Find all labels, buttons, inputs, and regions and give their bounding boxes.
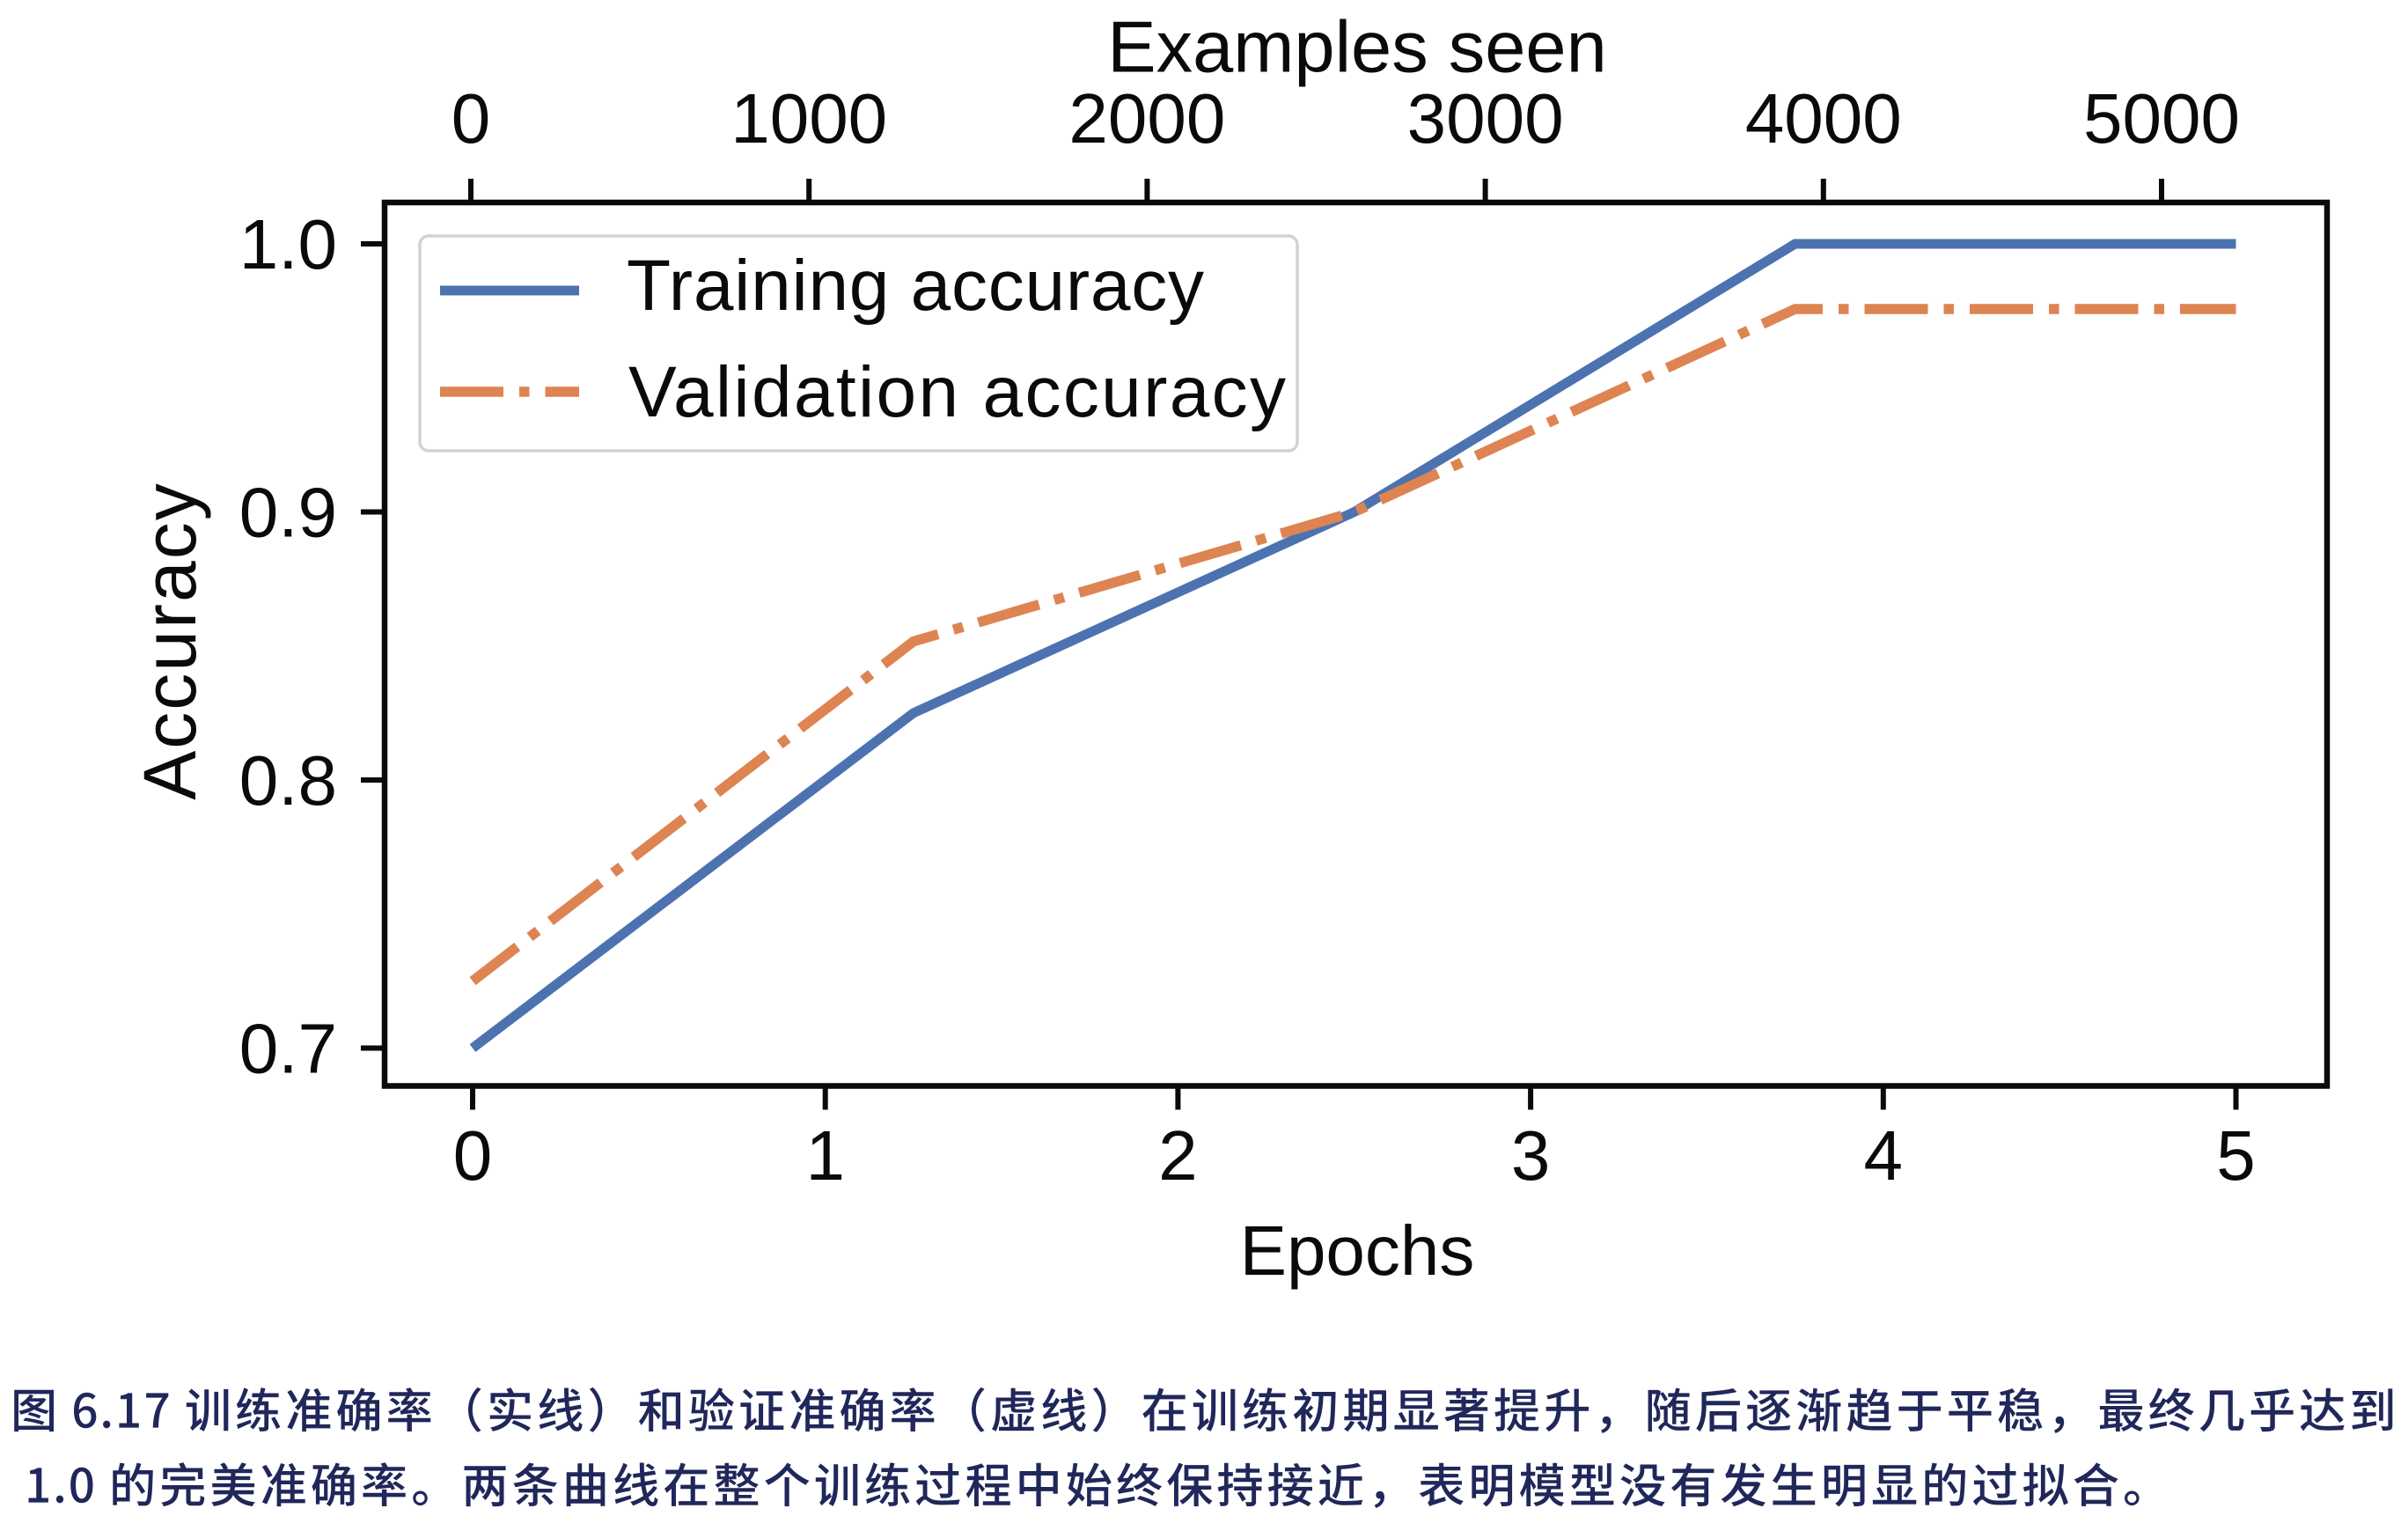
svg-text:1: 1 [805, 1116, 845, 1195]
svg-text:5000: 5000 [2083, 79, 2240, 158]
svg-text:3000: 3000 [1407, 79, 1564, 158]
svg-text:4: 4 [1864, 1116, 1904, 1195]
svg-text:Accuracy: Accuracy [128, 482, 211, 799]
svg-text:Validation accuracy: Validation accuracy [628, 352, 1286, 432]
svg-text:0.8: 0.8 [239, 741, 337, 820]
svg-text:3: 3 [1511, 1116, 1551, 1195]
svg-text:0: 0 [453, 1116, 493, 1195]
svg-text:0: 0 [452, 79, 491, 158]
svg-text:4000: 4000 [1745, 79, 1902, 158]
svg-text:2: 2 [1158, 1116, 1198, 1195]
svg-text:1.0: 1.0 [239, 205, 337, 283]
svg-text:0.7: 0.7 [239, 1010, 337, 1088]
svg-text:1000: 1000 [730, 79, 887, 158]
svg-text:5: 5 [2216, 1116, 2256, 1195]
svg-text:Training accuracy: Training accuracy [627, 246, 1204, 326]
svg-text:Examples seen: Examples seen [1107, 6, 1606, 88]
svg-text:0.9: 0.9 [239, 474, 337, 552]
svg-text:2000: 2000 [1068, 79, 1225, 158]
svg-text:Epochs: Epochs [1240, 1211, 1475, 1290]
